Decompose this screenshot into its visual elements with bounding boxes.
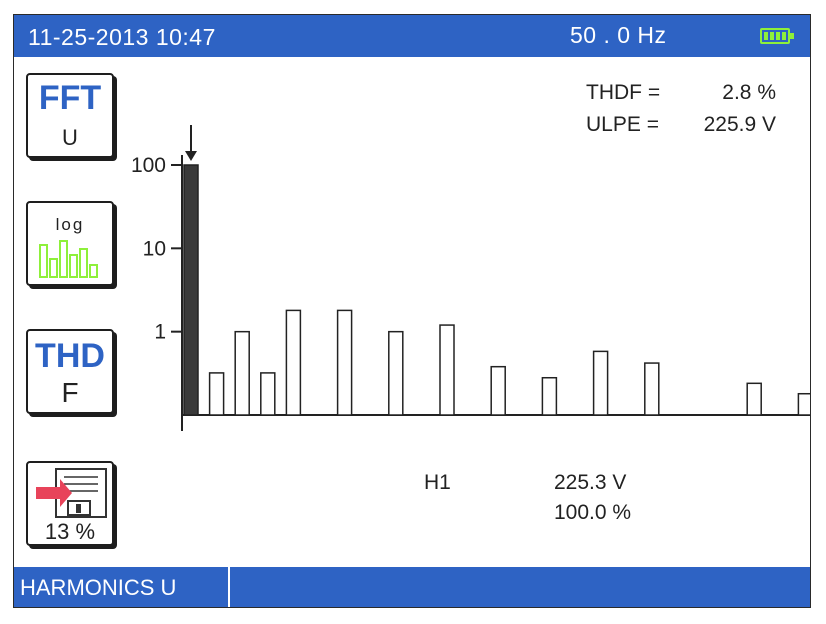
save-progress-label: 13 %	[44, 519, 96, 544]
cursor-arrow-head	[185, 151, 197, 161]
floppy-save-icon	[36, 468, 107, 518]
cursor-arrow	[185, 125, 197, 161]
harmonic-bar[interactable]	[644, 362, 660, 416]
harmonic-bar[interactable]	[592, 350, 609, 416]
y-tick-label: 100	[131, 154, 166, 177]
harmonic-bar[interactable]	[285, 309, 302, 416]
battery-icon	[760, 28, 794, 44]
thd-button-sub: F	[61, 377, 79, 408]
harmonic-bar[interactable]	[234, 330, 250, 416]
selected-harmonic-voltage: 225.3 V	[554, 471, 627, 494]
harmonic-bar[interactable]	[388, 330, 404, 416]
log-button-label: log	[55, 215, 85, 234]
harmonic-bar[interactable]	[336, 309, 353, 416]
thdf-value: 2.8 %	[722, 81, 776, 104]
thdf-label: THDF =	[586, 81, 661, 104]
ulpe-label: ULPE =	[586, 113, 659, 136]
harmonic-bar[interactable]	[490, 365, 506, 416]
harmonic-bar[interactable]	[797, 392, 811, 416]
harmonic-bar[interactable]	[183, 164, 199, 416]
y-tick-label: 1	[154, 321, 166, 344]
selected-harmonic-percent: 100.0 %	[554, 501, 632, 524]
mode-divider	[228, 567, 230, 607]
harmonic-bar[interactable]	[260, 372, 276, 416]
meter-screen: 11-25-2013 10:47 50 . 0 Hz FFT U log THD…	[13, 14, 811, 608]
harmonic-bar[interactable]	[439, 324, 455, 416]
harmonic-bar[interactable]	[541, 376, 558, 416]
log-scale-button[interactable]: log	[26, 201, 114, 286]
selected-harmonic-name: H1	[424, 471, 451, 494]
ulpe-value: 225.9 V	[703, 113, 776, 136]
frequency-readout: 50 . 0 Hz	[570, 22, 667, 48]
status-bar: 11-25-2013 10:47 50 . 0 Hz	[14, 15, 810, 57]
fft-button[interactable]: FFT U	[26, 73, 114, 158]
thd-button-title: THD	[35, 337, 105, 375]
y-tick-label: 10	[143, 237, 166, 260]
chart-axes: 100 10 1	[131, 154, 810, 431]
harmonic-bar[interactable]	[208, 372, 225, 416]
fft-button-sub: U	[62, 125, 78, 150]
chart-bars	[183, 164, 811, 416]
thd-button[interactable]: THD F	[26, 329, 114, 414]
mode-label: HARMONICS U	[20, 575, 177, 600]
mode-bar: HARMONICS U	[14, 567, 810, 607]
bars-icon	[39, 240, 98, 278]
harmonic-bar[interactable]	[746, 382, 762, 416]
save-button[interactable]: 13 %	[26, 461, 114, 546]
datetime: 11-25-2013 10:47	[28, 24, 216, 50]
harmonics-chart: 100 10 1	[131, 125, 811, 431]
fft-button-title: FFT	[38, 79, 102, 117]
